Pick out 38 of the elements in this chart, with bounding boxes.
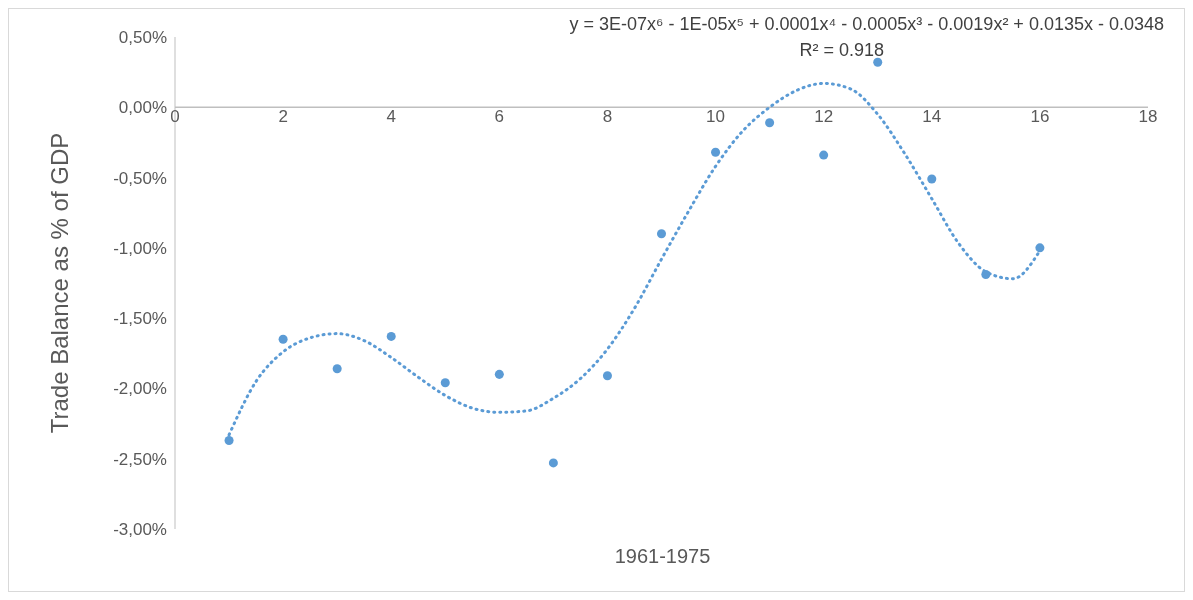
point bbox=[602, 371, 612, 381]
x-tick-label: 6 bbox=[494, 106, 505, 126]
point bbox=[1035, 243, 1045, 253]
point bbox=[440, 378, 450, 388]
y-tick-label: -1,50% bbox=[113, 309, 167, 329]
point bbox=[224, 435, 234, 445]
x-tick-label: 18 bbox=[1138, 106, 1158, 126]
y-tick-label: 0,00% bbox=[118, 98, 167, 118]
point bbox=[278, 334, 288, 344]
x-axis-title: 1961-1975 bbox=[613, 545, 712, 568]
x-tick-label: 4 bbox=[386, 106, 396, 126]
point bbox=[981, 270, 991, 280]
y-tick-label: -1,00% bbox=[113, 238, 167, 258]
x-tick-label: 0 bbox=[170, 106, 180, 126]
y-tick-label: -2,50% bbox=[113, 449, 167, 469]
y-tick-label: -3,00% bbox=[113, 520, 167, 540]
x-tick-label: 2 bbox=[278, 106, 288, 126]
point bbox=[819, 150, 829, 160]
point bbox=[386, 331, 396, 341]
x-tick-label: 8 bbox=[602, 106, 613, 126]
point bbox=[548, 458, 558, 468]
x-tick-label: 12 bbox=[814, 106, 834, 126]
annotation: R² = 0.918 bbox=[799, 40, 884, 61]
x-tick-label: 16 bbox=[1030, 106, 1050, 126]
point bbox=[927, 174, 937, 184]
x-tick-label: 14 bbox=[922, 106, 942, 126]
y-tick-label: -0,50% bbox=[113, 168, 167, 188]
y-tick-label: -2,00% bbox=[113, 379, 167, 399]
point bbox=[873, 57, 883, 67]
text: y = 3E-07x⁶ - 1E-05x⁵ + 0.0001x⁴ - 0.0005x³ - 0.0019x² + 0.0135x - 0.0348 bbox=[569, 14, 1164, 35]
x-tick-label: 10 bbox=[706, 106, 726, 126]
point bbox=[711, 147, 721, 157]
point bbox=[332, 364, 342, 374]
y-axis-title: Trade Balance as % of GDP bbox=[45, 132, 73, 434]
point bbox=[656, 229, 667, 239]
point bbox=[494, 369, 504, 379]
y-tick-label: 0,50% bbox=[118, 28, 167, 48]
point bbox=[765, 118, 775, 128]
